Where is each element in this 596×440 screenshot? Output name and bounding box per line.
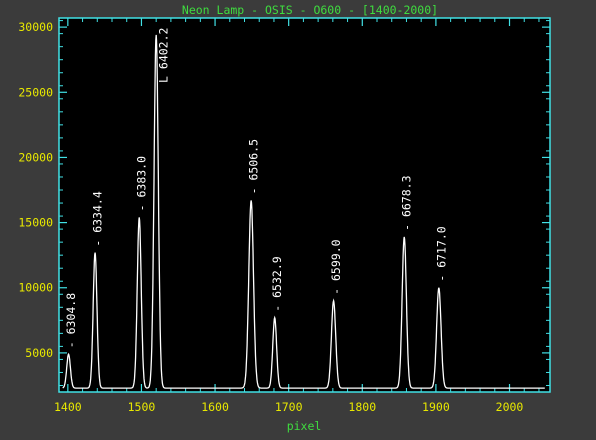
peak-labels: - 6304.8 - 6334.4 - 6383.0 L 6402.2 - 6506.5… — [64, 28, 448, 349]
x-tick-label: 1700 — [275, 400, 303, 414]
tick-labels: 1400 1500 1600 1700 1800 1900 2000 5000 10000 150… — [18, 20, 523, 414]
x-axis-label: pixel — [287, 419, 322, 433]
x-tick-label: 1400 — [54, 400, 82, 414]
peak-label: L 6402.2 — [157, 28, 171, 83]
x-tick-label: 1600 — [201, 400, 229, 414]
spectrum-trace — [62, 34, 545, 389]
peak-label: - 6599.0 — [329, 239, 343, 294]
y-tick-label: 30000 — [18, 20, 53, 34]
x-tick-label: 2000 — [496, 400, 524, 414]
peak-label: - 6678.3 — [400, 175, 414, 230]
peak-label: - 6304.8 — [64, 293, 78, 348]
chart-title: Neon Lamp - OSIS - O600 - [1400-2000] — [182, 3, 438, 17]
x-tick-label: 1500 — [128, 400, 156, 414]
y-tick-label: 15000 — [18, 216, 53, 230]
peak-label: - 6506.5 — [247, 139, 261, 194]
plot-frame — [58, 17, 551, 393]
peak-label: - 6334.4 — [91, 191, 105, 246]
y-tick-label: 25000 — [18, 85, 53, 99]
peak-label: - 6532.9 — [270, 256, 284, 311]
peak-label: - 6383.0 — [135, 156, 149, 211]
plot-area — [59, 18, 550, 392]
peak-label: - 6717.0 — [434, 226, 448, 281]
x-tick-label: 1900 — [422, 400, 450, 414]
y-tick-label: 20000 — [18, 150, 53, 164]
x-tick-label: 1800 — [348, 400, 376, 414]
y-tick-label: 10000 — [18, 281, 53, 295]
y-tick-label: 5000 — [25, 346, 53, 360]
